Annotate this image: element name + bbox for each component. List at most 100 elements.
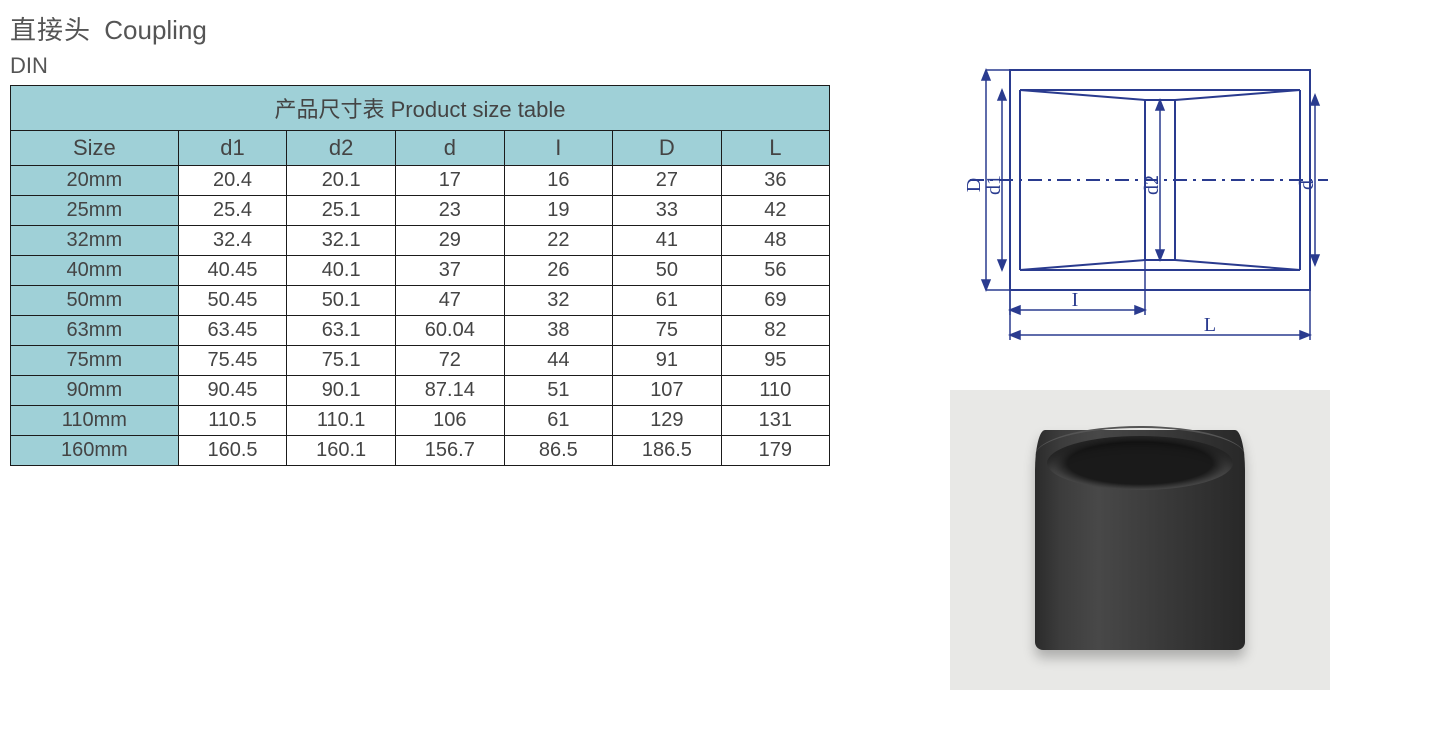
data-cell: 25.1 <box>287 196 396 226</box>
data-cell: 50 <box>613 256 722 286</box>
row-head-cell: 40mm <box>11 256 179 286</box>
dimension-diagram: D d1 d2 d I L <box>950 40 1330 350</box>
data-cell: 129 <box>613 406 722 436</box>
row-head-cell: 75mm <box>11 346 179 376</box>
data-cell: 82 <box>721 316 829 346</box>
data-cell: 86.5 <box>504 436 612 466</box>
data-cell: 110.1 <box>287 406 396 436</box>
dim-label-d1: d1 <box>983 175 1005 195</box>
data-cell: 32.1 <box>287 226 396 256</box>
data-cell: 33 <box>613 196 722 226</box>
dim-label-L: L <box>1204 314 1216 336</box>
data-cell: 90.1 <box>287 376 396 406</box>
data-cell: 23 <box>395 196 504 226</box>
data-cell: 50.1 <box>287 286 396 316</box>
table-row: 63mm63.4563.160.04387582 <box>11 316 830 346</box>
data-cell: 110.5 <box>178 406 287 436</box>
data-cell: 19 <box>504 196 612 226</box>
row-head-cell: 110mm <box>11 406 179 436</box>
data-cell: 186.5 <box>613 436 722 466</box>
data-cell: 56 <box>721 256 829 286</box>
row-head-cell: 160mm <box>11 436 179 466</box>
data-cell: 36 <box>721 166 829 196</box>
data-cell: 48 <box>721 226 829 256</box>
data-cell: 72 <box>395 346 504 376</box>
data-cell: 32.4 <box>178 226 287 256</box>
table-row: 110mm110.5110.110661129131 <box>11 406 830 436</box>
data-cell: 156.7 <box>395 436 504 466</box>
data-cell: 41 <box>613 226 722 256</box>
dim-label-I: I <box>1072 289 1079 311</box>
row-head-cell: 20mm <box>11 166 179 196</box>
data-cell: 179 <box>721 436 829 466</box>
title-cn: 直接头 <box>10 15 91 45</box>
data-cell: 20.4 <box>178 166 287 196</box>
title-en: Coupling <box>104 15 207 45</box>
row-head-cell: 50mm <box>11 286 179 316</box>
data-cell: 17 <box>395 166 504 196</box>
data-cell: 87.14 <box>395 376 504 406</box>
row-head-cell: 25mm <box>11 196 179 226</box>
dim-label-d: d <box>1296 180 1318 190</box>
data-cell: 107 <box>613 376 722 406</box>
table-row: 90mm90.4590.187.1451107110 <box>11 376 830 406</box>
data-cell: 25.4 <box>178 196 287 226</box>
data-cell: 42 <box>721 196 829 226</box>
col-head: L <box>721 131 829 166</box>
data-cell: 69 <box>721 286 829 316</box>
data-cell: 63.45 <box>178 316 287 346</box>
data-cell: 50.45 <box>178 286 287 316</box>
data-cell: 47 <box>395 286 504 316</box>
col-head: I <box>504 131 612 166</box>
col-head: d1 <box>178 131 287 166</box>
data-cell: 22 <box>504 226 612 256</box>
col-head: D <box>613 131 722 166</box>
data-cell: 29 <box>395 226 504 256</box>
data-cell: 75 <box>613 316 722 346</box>
data-cell: 20.1 <box>287 166 396 196</box>
data-cell: 61 <box>504 406 612 436</box>
data-cell: 32 <box>504 286 612 316</box>
dim-label-D: D <box>963 178 985 192</box>
table-row: 25mm25.425.123193342 <box>11 196 830 226</box>
table-row: 75mm75.4575.172449195 <box>11 346 830 376</box>
data-cell: 40.45 <box>178 256 287 286</box>
data-cell: 40.1 <box>287 256 396 286</box>
data-cell: 63.1 <box>287 316 396 346</box>
row-head-cell: 32mm <box>11 226 179 256</box>
data-cell: 26 <box>504 256 612 286</box>
data-cell: 75.1 <box>287 346 396 376</box>
standard-label: DIN <box>10 53 830 79</box>
row-head-cell: 63mm <box>11 316 179 346</box>
row-head-cell: 90mm <box>11 376 179 406</box>
data-cell: 44 <box>504 346 612 376</box>
data-cell: 106 <box>395 406 504 436</box>
data-cell: 131 <box>721 406 829 436</box>
size-table: 产品尺寸表 Product size table Sized1d2dIDL 20… <box>10 85 830 466</box>
data-cell: 61 <box>613 286 722 316</box>
table-row: 50mm50.4550.147326169 <box>11 286 830 316</box>
data-cell: 160.1 <box>287 436 396 466</box>
dim-label-d2: d2 <box>1141 175 1163 195</box>
data-cell: 37 <box>395 256 504 286</box>
table-row: 32mm32.432.129224148 <box>11 226 830 256</box>
data-cell: 95 <box>721 346 829 376</box>
data-cell: 27 <box>613 166 722 196</box>
col-head: Size <box>11 131 179 166</box>
table-row: 20mm20.420.117162736 <box>11 166 830 196</box>
data-cell: 60.04 <box>395 316 504 346</box>
data-cell: 16 <box>504 166 612 196</box>
data-cell: 38 <box>504 316 612 346</box>
data-cell: 160.5 <box>178 436 287 466</box>
data-cell: 51 <box>504 376 612 406</box>
page-title: 直接头 Coupling <box>10 10 830 47</box>
table-title: 产品尺寸表 Product size table <box>11 86 830 131</box>
product-photo <box>950 390 1330 690</box>
table-row: 40mm40.4540.137265056 <box>11 256 830 286</box>
col-head: d <box>395 131 504 166</box>
data-cell: 75.45 <box>178 346 287 376</box>
data-cell: 90.45 <box>178 376 287 406</box>
table-row: 160mm160.5160.1156.786.5186.5179 <box>11 436 830 466</box>
data-cell: 91 <box>613 346 722 376</box>
data-cell: 110 <box>721 376 829 406</box>
